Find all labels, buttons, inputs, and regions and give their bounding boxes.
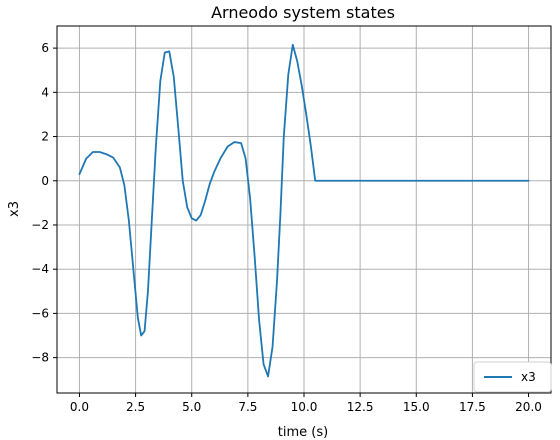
y-tick-label: 6 (41, 41, 49, 55)
y-tick-label: 2 (41, 130, 49, 144)
grid-layer (57, 26, 551, 393)
y-tick-label: −6 (31, 306, 49, 320)
y-tick-label: −4 (31, 262, 49, 276)
legend-box (473, 361, 552, 393)
y-tick-label: −2 (31, 218, 49, 232)
x-tick-label: 12.5 (347, 400, 374, 414)
x3-series-line (78, 43, 530, 378)
y-tick-label: −8 (31, 351, 49, 365)
legend-label-x3: x3 (521, 370, 536, 384)
x-tick-label: 7.5 (238, 400, 257, 414)
legend: x3 (473, 361, 552, 393)
y-axis-label: x3 (7, 201, 22, 217)
x-axis-label: time (s) (278, 425, 328, 440)
chart-title: Arneodo system states (211, 3, 395, 22)
x-tick-label: 20.0 (515, 400, 542, 414)
x-tick-label: 2.5 (126, 400, 145, 414)
x-tick-label: 10.0 (291, 400, 318, 414)
x-tick-label: 15.0 (403, 400, 430, 414)
x-tick-label: 17.5 (459, 400, 486, 414)
y-tick-label: 0 (41, 174, 49, 188)
x-tick-label: 5.0 (182, 400, 201, 414)
x-tick-label: 0.0 (70, 400, 89, 414)
y-tick-label: 4 (41, 85, 49, 99)
tick-layer: 0.0 2.5 5.0 7.5 10.0 12.5 15.0 17.5 20.0 −8 −6 −4 −2… (31, 41, 542, 414)
